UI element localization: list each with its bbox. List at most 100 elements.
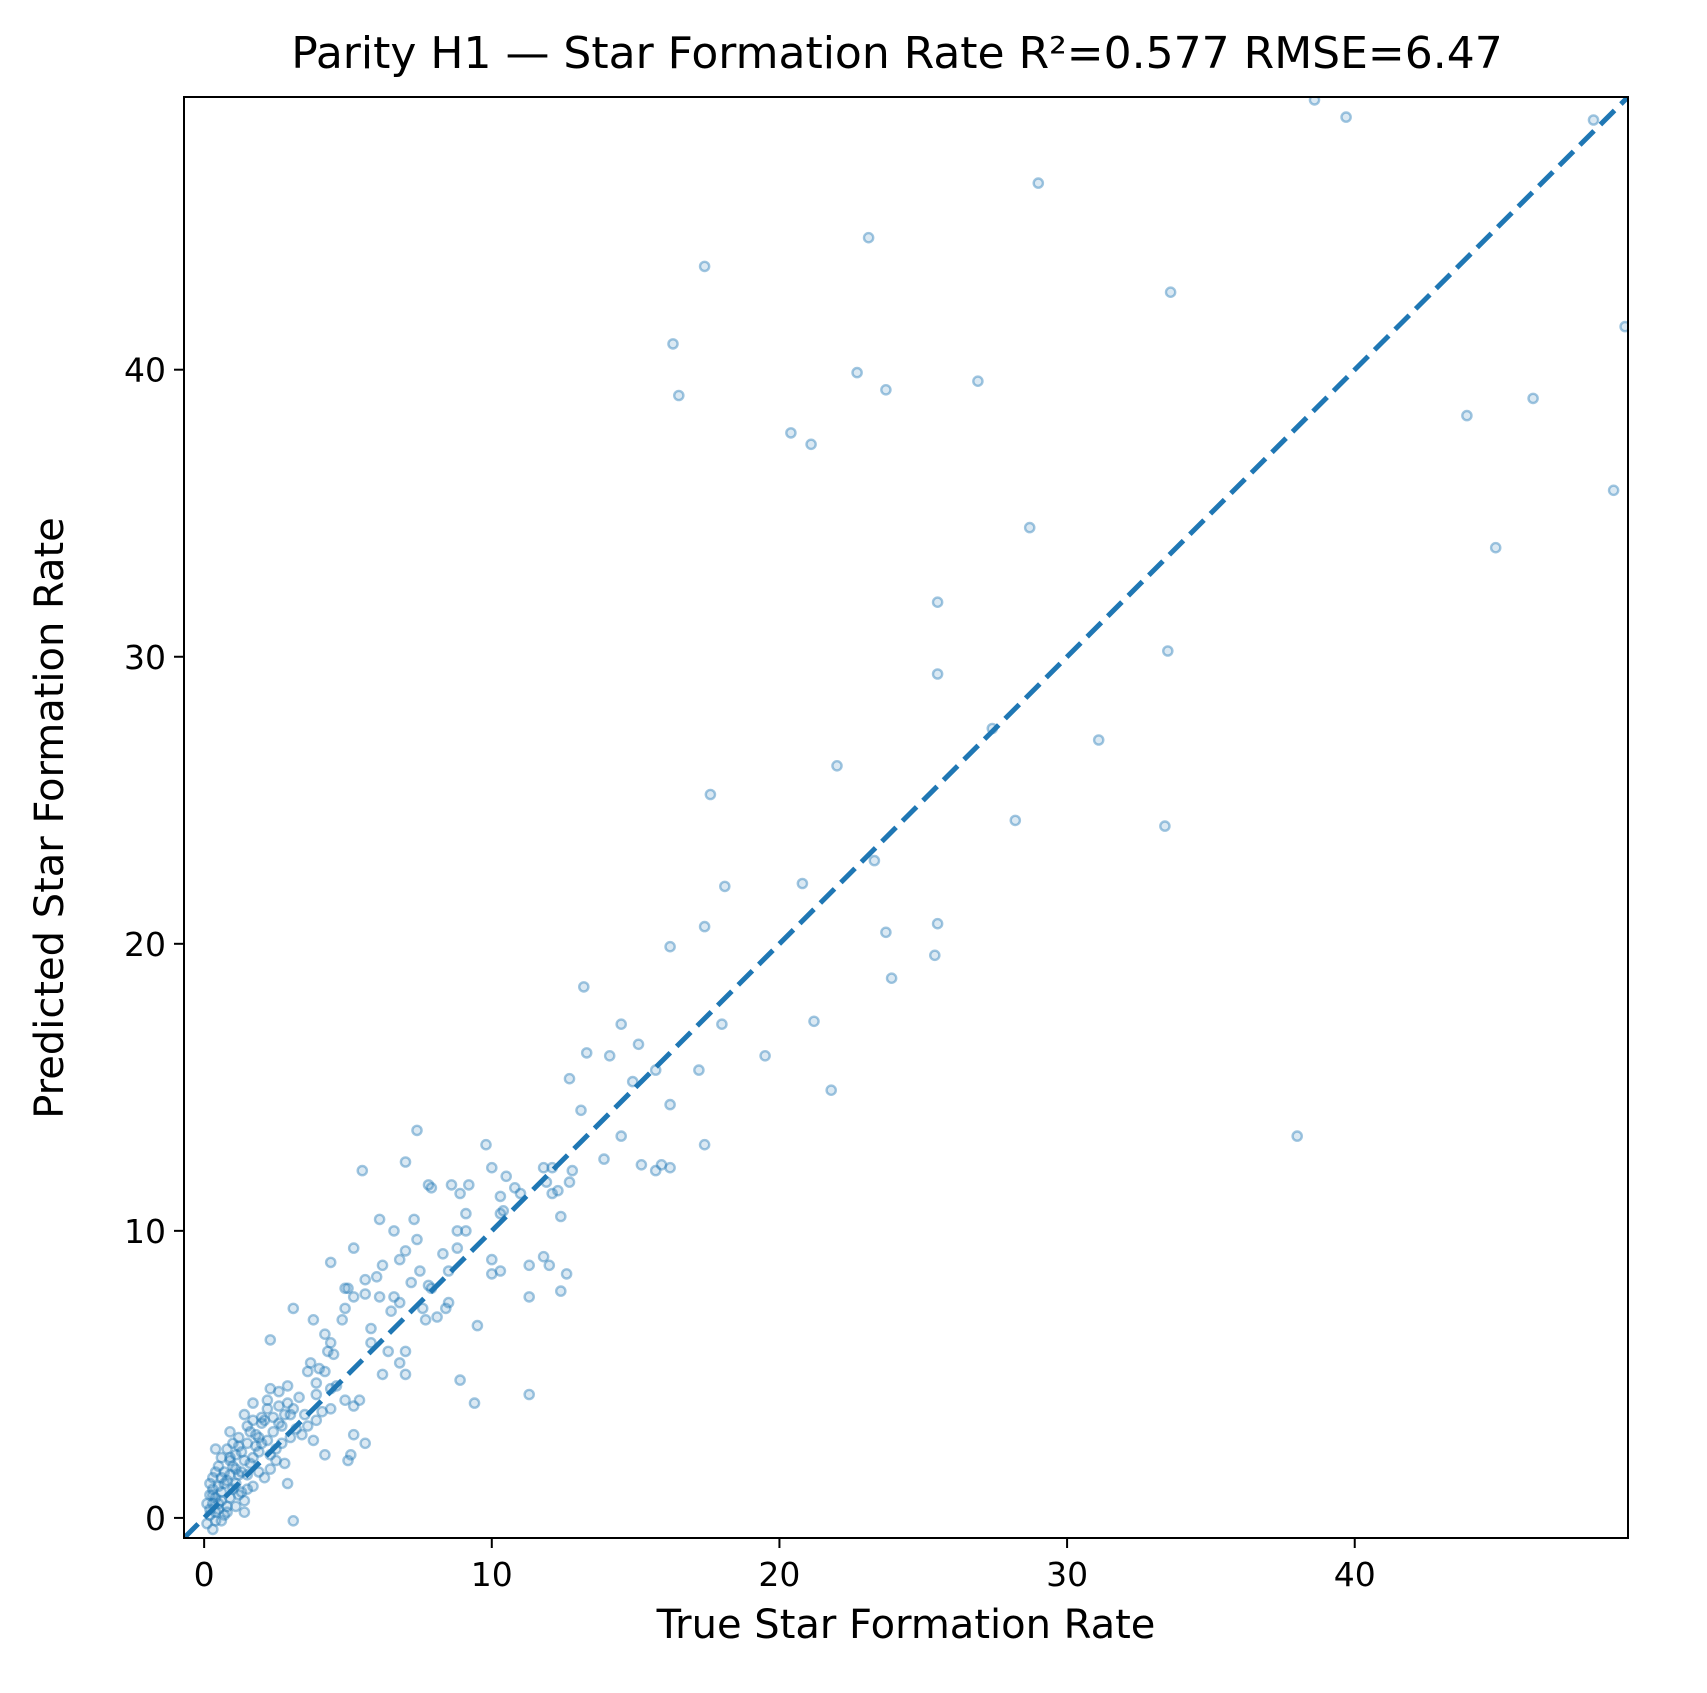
data-point [241,1437,254,1450]
data-point [241,1420,254,1432]
data-point [319,1365,331,1378]
data-point [388,1225,400,1237]
data-point [247,1414,259,1427]
data-point [201,1517,213,1530]
data-point [575,1104,587,1117]
data-point [1340,111,1352,123]
data-point [537,1161,550,1174]
data-point [224,1426,236,1438]
data-point [376,1368,389,1381]
data-point [931,668,944,680]
data-point [206,1483,219,1495]
data-point [261,1434,274,1447]
data-point [310,1377,323,1389]
data-point [1607,484,1620,497]
data-point [310,1388,323,1401]
data-point [664,1161,676,1174]
data-point [270,1454,282,1467]
data-point [278,1408,291,1421]
data-point [221,1443,233,1455]
data-point [664,940,676,953]
data-point [281,1380,294,1392]
data-point [273,1400,285,1412]
data-point [626,1075,639,1088]
data-point [471,1319,484,1332]
data-point [523,1388,536,1401]
data-point [399,1156,412,1168]
data-point [851,366,863,379]
data-point [324,1403,337,1415]
data-point [258,1414,271,1427]
data-point [673,389,685,402]
data-point [437,1248,449,1260]
data-point [347,1428,360,1441]
data-point [255,1437,268,1450]
data-point [215,1451,228,1464]
data-points [201,97,1628,1536]
data-point [1291,1130,1303,1142]
data-point [698,260,711,273]
data-point [422,1179,435,1191]
data-point [615,1018,628,1030]
data-point [209,1492,222,1504]
data-point [301,1420,314,1432]
data-point [929,949,941,962]
data-point [655,1159,668,1171]
data-point [235,1486,248,1498]
data-point [785,427,797,439]
data-point [313,1362,326,1375]
reference-line-layer [184,97,1628,1538]
data-point [393,1296,406,1309]
data-point [319,1328,331,1340]
data-point [347,1400,360,1412]
data-point [635,1159,648,1171]
data-point [480,1138,492,1151]
data-point [255,1411,268,1424]
data-point [247,1480,259,1493]
data-point [344,1449,357,1461]
data-point [232,1431,245,1444]
data-point [1461,409,1473,422]
data-point [287,1403,300,1415]
data-point [796,877,809,890]
data-point [209,1515,222,1527]
data-point [307,1434,320,1447]
data-point [603,1050,616,1062]
data-point [439,1302,452,1315]
data-point [218,1477,231,1490]
data-point [212,1460,225,1472]
data-point [235,1446,248,1458]
data-point [1009,814,1022,827]
data-point [278,1457,291,1470]
data-point [422,1279,435,1292]
data-point [264,1382,277,1395]
data-point [267,1426,280,1438]
data-point [416,1302,429,1315]
data-point [885,972,898,985]
data-point [353,1394,366,1406]
data-point [454,1374,466,1386]
data-point [319,1449,331,1461]
data-point [615,1130,628,1142]
data-point [693,1064,705,1076]
data-point [221,1500,233,1513]
data-point [667,338,679,350]
data-point [218,1509,231,1521]
data-point [284,1408,297,1421]
data-point [359,1288,372,1300]
data-point [759,1050,771,1062]
data-point [868,854,881,867]
data-point [431,1311,443,1323]
y-tick-label: 20 [124,925,166,964]
data-point [494,1190,507,1203]
data-point [698,920,711,933]
data-point [365,1322,377,1335]
data-point [454,1187,466,1200]
data-point [229,1449,242,1461]
x-tick-label: 40 [1334,1555,1376,1594]
data-point [206,1523,219,1536]
data-point [563,1072,576,1085]
data-point [425,1182,438,1194]
y-axis-label: Predicted Star Formation Rate [27,517,73,1119]
data-point [405,1276,418,1289]
